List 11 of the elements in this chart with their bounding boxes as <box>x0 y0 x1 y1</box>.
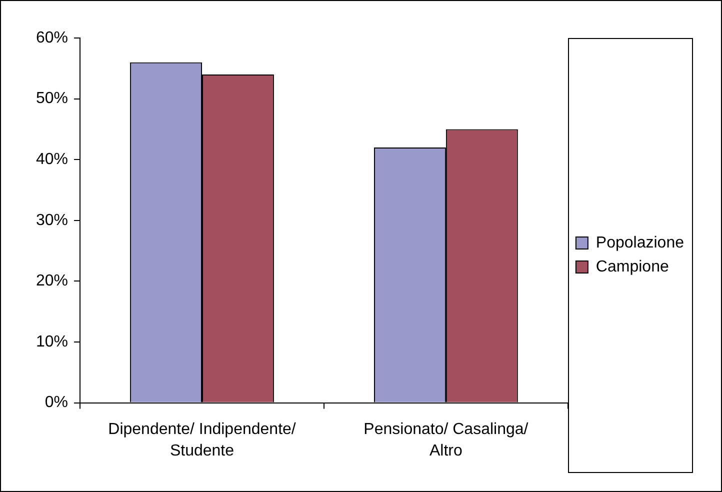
y-tick-label: 10% <box>36 333 68 350</box>
legend-label: Campione <box>596 258 669 276</box>
y-tick-label: 40% <box>36 151 68 168</box>
x-tick-label: Dipendente/ Indipendente/ Studente <box>108 421 296 460</box>
y-tick-label: 30% <box>36 212 68 229</box>
legend-label: Popolazione <box>596 234 684 252</box>
x-tick-label: Pensionato/ Casalinga/ Altro <box>364 421 529 460</box>
y-tick-label: 50% <box>36 90 68 108</box>
y-tick-label: 0% <box>44 394 68 412</box>
y-tick-label: 20% <box>36 272 68 290</box>
y-tick-label: 60% <box>36 29 68 46</box>
